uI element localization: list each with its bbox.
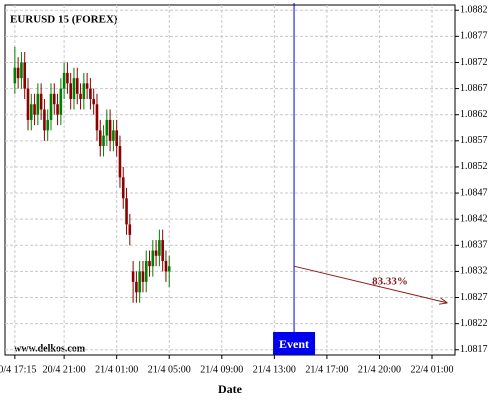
y-tick-label: 1.0882 [460,5,488,16]
candle-body [144,260,148,282]
x-tick-label: 21/4 01:00 [95,364,138,375]
candle-body [49,93,53,120]
x-tick-label: 21/4 20:00 [358,364,401,375]
plot-area [4,4,456,356]
candle-body [13,67,17,84]
candle-body [108,119,112,141]
y-tick-label: 1.0852 [460,161,488,172]
y-tick-label: 1.0837 [460,240,488,251]
candle-body [16,67,20,79]
candle-body [56,104,59,115]
y-tick-label: 1.0857 [460,135,488,146]
event-label: Event [279,337,309,351]
candle-body [138,271,141,293]
candle-body [131,271,135,282]
candle-body [39,93,43,110]
x-tick-label: 21/4 05:00 [148,364,191,375]
x-tick-label: 21/4 09:00 [200,364,243,375]
y-tick-label: 1.0817 [460,344,488,355]
candle-body [118,146,122,178]
candle-body [69,83,72,100]
candle-body [33,104,36,115]
candle-body [115,130,118,147]
y-tick-label: 1.0822 [460,318,488,329]
candle-body [125,198,128,225]
candle-body [141,271,145,282]
candle-body [161,240,164,261]
candle-body [151,250,155,267]
candle-body [66,72,69,84]
candle-body [158,240,161,256]
candle-body [36,93,40,115]
event-box [273,332,316,355]
x-tick-label: 21/4 13:00 [253,364,296,375]
candle-body [75,78,79,94]
candle-body [43,109,46,131]
x-tick-label: 20/4 21:00 [43,364,86,375]
candle-body [59,88,63,115]
forecast-arrow [293,265,447,303]
candle-body [164,260,168,272]
y-tick-label: 1.0827 [460,292,488,303]
candle-body [46,119,50,131]
y-tick-label: 1.0847 [460,187,488,198]
x-axis-label: Date [218,382,243,396]
candle-body [89,88,92,100]
candle-body [105,119,109,136]
candle-body [29,104,33,120]
x-tick-label: 22/4 01:00 [410,364,453,375]
candle-body [148,260,151,267]
chart-title: EURUSD 15 (FOREX) [10,14,118,26]
candle-body [62,72,66,89]
candle-body [167,266,171,272]
candle-body [95,104,99,131]
y-tick-label: 1.0842 [460,213,488,224]
forecast-label: 83.33% [372,276,408,288]
candle-body [79,93,82,100]
y-tick-label: 1.0877 [460,31,488,42]
y-tick-label: 1.0867 [460,83,488,94]
candle-body [23,62,27,89]
candle-body [121,177,125,199]
candle-body [112,130,115,141]
candle-body [72,78,76,100]
candle-body [82,83,86,100]
x-tick-label: 20/4 17:15 [0,364,36,375]
x-tick-label: 21/4 17:00 [305,364,348,375]
candle-body [26,88,30,120]
candle-body [85,83,89,89]
candle-body [92,99,95,105]
y-tick-label: 1.0832 [460,266,488,277]
candle-body [20,62,23,79]
y-tick-label: 1.0862 [460,109,488,120]
candle-body [52,93,56,105]
watermark: www.delkos.com [14,343,86,354]
candle-body [128,224,132,235]
candle-body [98,130,102,147]
candle-body [102,135,105,147]
candle-body [135,281,138,293]
y-tick-label: 1.0872 [460,57,488,68]
candle-body [154,250,158,256]
